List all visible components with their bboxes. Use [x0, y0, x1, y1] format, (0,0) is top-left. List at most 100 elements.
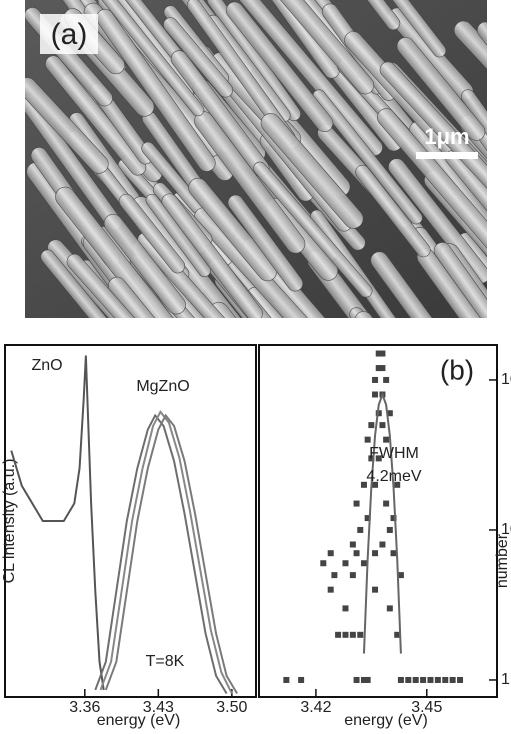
data-point: [368, 422, 375, 429]
data-point: [379, 541, 386, 548]
x-tick-label: 3.36: [69, 699, 100, 716]
data-point: [320, 560, 327, 567]
nanorod: [108, 276, 192, 318]
data-point: [364, 676, 371, 683]
data-point: [349, 572, 356, 579]
data-point: [364, 515, 371, 522]
data-point: [357, 631, 364, 638]
data-point: [397, 572, 404, 579]
annotation: T=8K: [146, 653, 185, 670]
data-point: [349, 541, 356, 548]
y-axis-label: CL intensity (a.u.): [1, 459, 18, 584]
data-point: [353, 500, 360, 507]
nanorod: [388, 158, 487, 284]
data-point: [353, 676, 360, 683]
data-point: [390, 550, 397, 557]
nanorod: [504, 192, 511, 286]
nanorod: [453, 20, 487, 86]
nanorod: [379, 61, 487, 227]
data-point: [442, 676, 449, 683]
plot-frame: [4, 344, 257, 698]
y-tick-label: 100: [501, 371, 511, 388]
nanorod: [253, 161, 373, 298]
data-point: [379, 350, 386, 357]
data-point: [427, 676, 434, 683]
data-point: [375, 455, 382, 462]
sem-image: [25, 0, 511, 434]
nanorod: [66, 253, 212, 318]
x-tick-label: 3.43: [143, 699, 174, 716]
annotation: MgZnO: [136, 378, 189, 395]
nanorod: [118, 193, 186, 274]
y-axis-label: number: [494, 533, 511, 588]
nanorod: [260, 113, 364, 229]
data-point: [379, 365, 386, 372]
data-point: [331, 572, 338, 579]
data-point: [383, 376, 390, 383]
y-tick-label: 1: [501, 671, 510, 688]
nanorod: [396, 37, 486, 141]
nanorod: [266, 302, 391, 318]
nanorod: [209, 301, 327, 318]
data-point: [372, 586, 379, 593]
nanorod: [349, 307, 417, 318]
x-axis-label: energy (eV): [344, 712, 428, 729]
data-point: [283, 676, 290, 683]
nanorod: [433, 242, 487, 318]
data-point: [412, 676, 419, 683]
data-point: [372, 550, 379, 557]
spectrum-line: [10, 355, 105, 691]
data-point: [383, 500, 390, 507]
nanorod: [79, 0, 205, 117]
data-point: [353, 550, 360, 557]
nanorod: [486, 0, 511, 102]
data-point: [342, 605, 349, 612]
data-point: [357, 526, 364, 533]
data-point: [405, 676, 412, 683]
data-point: [327, 586, 334, 593]
data-point: [298, 676, 305, 683]
nanorod: [163, 17, 234, 98]
annotation: ZnO: [31, 357, 62, 374]
spectrum-line: [94, 413, 228, 694]
data-point: [397, 676, 404, 683]
nanorod: [227, 194, 304, 292]
data-point: [335, 631, 342, 638]
nanorod: [263, 0, 375, 95]
data-point: [375, 350, 382, 357]
data-point: [360, 481, 367, 488]
data-point: [379, 422, 386, 429]
nanorod: [96, 8, 216, 172]
nanorod: [236, 0, 383, 156]
data-point: [434, 676, 441, 683]
data-point: [364, 436, 371, 443]
nanorod: [103, 213, 186, 315]
nanorod: [377, 108, 487, 267]
nanorod: [497, 259, 511, 434]
nanorod: [246, 286, 313, 318]
data-point: [420, 676, 427, 683]
spectrum-line: [104, 413, 238, 694]
data-point: [383, 436, 390, 443]
nanorod: [312, 89, 423, 225]
nanorod: [491, 79, 511, 200]
panel-label: (b): [440, 354, 474, 385]
data-point: [372, 391, 379, 398]
nanorod: [488, 261, 511, 379]
data-point: [342, 560, 349, 567]
nanorod: [40, 249, 141, 318]
data-point: [386, 526, 393, 533]
panel-label: (a): [51, 18, 88, 51]
x-tick-label: 3.42: [300, 699, 331, 716]
annotation: 4.2meV: [366, 468, 421, 485]
data-point: [372, 376, 379, 383]
scale-bar: [416, 152, 478, 159]
nanorod: [445, 149, 487, 302]
data-point: [390, 515, 397, 522]
nanorod: [476, 21, 487, 109]
spectrum-line: [99, 410, 233, 694]
nanorod: [344, 0, 401, 31]
y-tick-label: 10: [501, 521, 511, 538]
